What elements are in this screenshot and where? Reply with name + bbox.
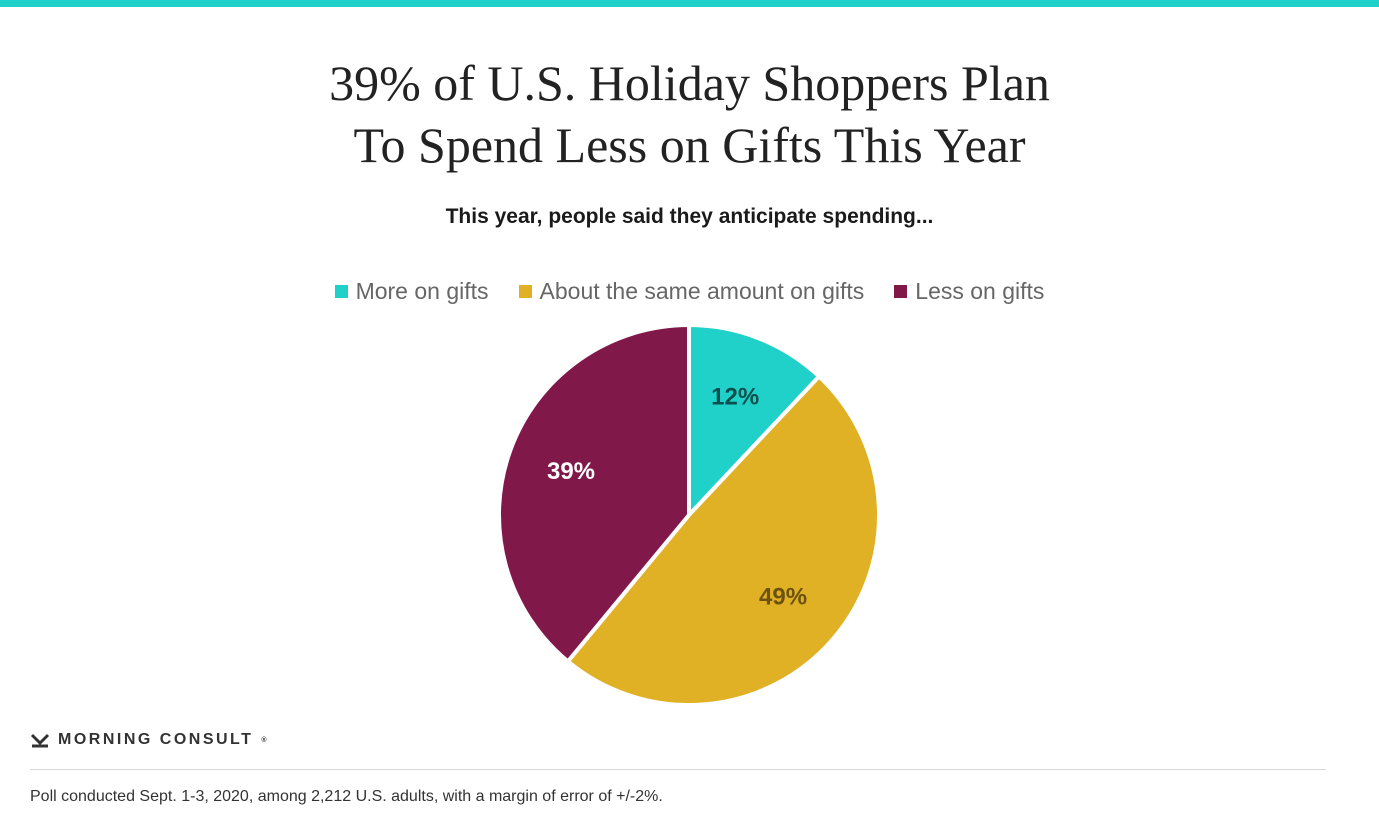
pie-slice-more [687,323,822,517]
brand-name: MORNING CONSULT [58,731,254,748]
legend-item-same: About the same amount on gifts [518,278,865,305]
pie-label-less: 39% [547,458,595,485]
legend-swatch-same [518,285,532,298]
title-line-1: 39% of U.S. Holiday Shoppers Plan [329,55,1050,111]
brand-registered-mark: ® [261,736,267,744]
title-line-2: To Spend Less on Gifts This Year [353,117,1026,173]
chart-title: 39% of U.S. Holiday Shoppers Plan To Spe… [0,52,1379,176]
legend-item-less: Less on gifts [894,278,1044,305]
legend-label-less: Less on gifts [915,278,1045,304]
pie-label-same: 49% [759,583,807,610]
pie-label-more: 12% [711,384,759,411]
pie-slice-same [565,374,881,707]
morning-consult-logo: MORNING CONSULT ® [30,731,267,749]
legend-swatch-less [894,285,908,298]
brand-mark-icon [30,733,50,748]
legend-label-more: More on gifts [355,278,489,304]
footer-divider [30,769,1326,770]
legend-swatch-more [334,285,348,298]
top-accent-bar [0,0,1379,7]
pie-slice-less [497,323,691,664]
legend: More on gifts About the same amount on g… [0,278,1379,305]
legend-item-more: More on gifts [334,278,489,305]
footnote: Poll conducted Sept. 1-3, 2020, among 2,… [30,788,663,805]
legend-label-same: About the same amount on gifts [539,278,865,304]
chart-subtitle: This year, people said they anticipate s… [445,205,934,228]
